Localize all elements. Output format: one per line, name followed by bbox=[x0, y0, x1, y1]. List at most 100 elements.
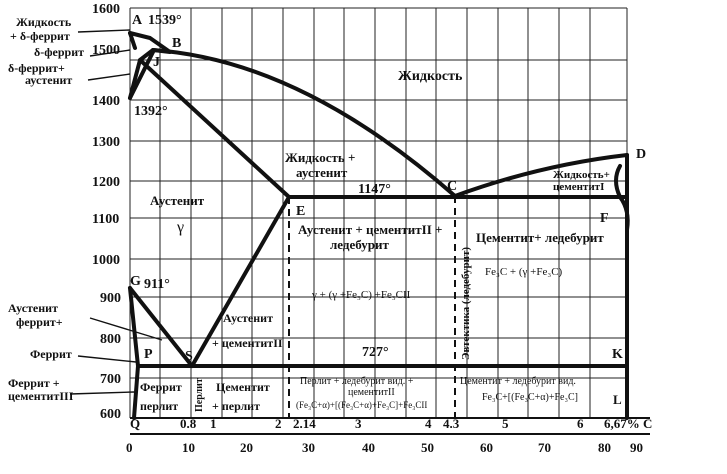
label-formula-hypoeutectic: γ + (γ +Fe₃C) +Fe₃CII bbox=[311, 289, 411, 301]
point-j: J bbox=[153, 55, 160, 70]
label-cementite-ledeburite-transformed: Цементит + ледебурит вид. bbox=[460, 376, 576, 387]
point-g: G bbox=[130, 274, 141, 289]
label-perlite: Перлит bbox=[194, 378, 205, 412]
point-b: B bbox=[172, 36, 181, 51]
label-perlite-ledeburite: цементитII bbox=[348, 387, 395, 398]
x-c-tick: 5 bbox=[502, 416, 509, 431]
label-liquid-cementite: Жидкость+ bbox=[553, 169, 610, 181]
label-liquid-cementite: цементитI bbox=[553, 181, 604, 193]
x-axis-c-labels: 0.8 1 2 2.14 3 4 4.3 5 6 6,67% C bbox=[180, 416, 652, 431]
label-ferrite-cementite: цементитIII bbox=[8, 389, 74, 403]
label-ferrite-perlite: перлит bbox=[140, 399, 178, 413]
x-c-tick: 2 bbox=[275, 416, 282, 431]
line-gp bbox=[128, 286, 140, 368]
label-liquid-delta: Жидкость bbox=[16, 15, 72, 29]
x-c-tick: 6,67% C bbox=[604, 416, 652, 431]
label-eutectic: Эвтектика (ледебурит) bbox=[460, 247, 472, 360]
temp-1539: 1539° bbox=[148, 13, 182, 28]
label-austenite-cementite-ledeburite: ледебурит bbox=[330, 237, 389, 252]
label-liquid-delta: + δ-феррит bbox=[10, 29, 70, 43]
y-tick: 900 bbox=[100, 291, 121, 306]
label-liquid-austenite: Жидкость + bbox=[285, 150, 355, 165]
point-k: K bbox=[612, 347, 623, 362]
x-c-tick: 1 bbox=[210, 416, 217, 431]
label-ferrite-cementite: Феррит + bbox=[8, 376, 60, 390]
y-tick: 700 bbox=[100, 372, 121, 387]
x-fe3c-tick: 30 bbox=[302, 440, 315, 455]
point-e: E bbox=[296, 204, 305, 219]
label-delta-austenite: аустенит bbox=[25, 73, 72, 87]
x-fe3c-tick: 70 bbox=[538, 440, 551, 455]
point-d: D bbox=[636, 147, 646, 162]
x-fe3c-tick: 50 bbox=[421, 440, 434, 455]
point-a: A bbox=[132, 13, 143, 28]
line-je-solidus bbox=[138, 58, 291, 199]
point-l: L bbox=[613, 392, 622, 407]
point-c: C bbox=[447, 179, 457, 194]
label-austenite-cementite2: Аустенит bbox=[223, 311, 273, 325]
temp-1392: 1392° bbox=[134, 104, 168, 119]
label-cementite-perlite: Цементит bbox=[216, 380, 270, 394]
label-delta-austenite: δ-феррит+ bbox=[8, 61, 65, 75]
label-perlite-ledeburite-formula: (Fe₃C+α)+[(Fe₃C+α)+Fe₃C]+Fe₃CII bbox=[296, 400, 427, 410]
x-c-tick: 2.14 bbox=[293, 416, 316, 431]
point-f: F bbox=[600, 211, 609, 226]
y-tick: 600 bbox=[100, 407, 121, 422]
label-liquid-austenite: аустенит bbox=[296, 165, 348, 180]
y-tick: 1000 bbox=[92, 253, 120, 268]
label-delta-ferrite: δ-феррит bbox=[34, 45, 84, 59]
phase-labels: Жидкость + δ-феррит δ-феррит δ-феррит+ а… bbox=[8, 15, 610, 413]
x-fe3c-tick: 40 bbox=[362, 440, 375, 455]
line-pq bbox=[132, 364, 140, 420]
line-nj bbox=[128, 50, 155, 100]
x-fe3c-tick: 10 bbox=[182, 440, 195, 455]
y-tick: 1400 bbox=[92, 94, 120, 109]
y-tick: 1200 bbox=[92, 175, 120, 190]
x-c-tick: 4.3 bbox=[443, 416, 460, 431]
x-c-tick: 4 bbox=[425, 416, 432, 431]
x-fe3c-tick: 20 bbox=[240, 440, 253, 455]
point-q: Q bbox=[130, 416, 140, 431]
label-perlite-ledeburite: Перлит + ледебурит вид. + bbox=[300, 376, 414, 387]
y-axis-labels: 1600 1500 1400 1300 1200 1100 1000 900 8… bbox=[92, 2, 121, 422]
line-cd-liquidus bbox=[453, 153, 629, 198]
line-ah bbox=[128, 31, 137, 50]
label-gamma: γ bbox=[176, 219, 184, 236]
point-labels: A B J G P S E C F D K Q L bbox=[130, 13, 646, 431]
y-tick: 1100 bbox=[92, 212, 119, 227]
x-c-tick: 6 bbox=[577, 416, 584, 431]
temperature-labels: 1539° 1392° 1147° 911° 727° bbox=[134, 13, 391, 360]
x-c-tick: 0.8 bbox=[180, 416, 197, 431]
x-fe3c-tick: 80 bbox=[598, 440, 611, 455]
y-tick: 800 bbox=[100, 332, 121, 347]
label-austenite: Аустенит bbox=[150, 193, 205, 208]
temp-911: 911° bbox=[144, 277, 170, 292]
point-p: P bbox=[144, 347, 153, 362]
x-fe3c-tick: 0 bbox=[126, 440, 133, 455]
line-es-acm bbox=[190, 195, 291, 368]
line-gs-thin bbox=[129, 287, 193, 367]
y-tick: 1600 bbox=[92, 2, 120, 17]
temp-727: 727° bbox=[362, 345, 389, 360]
label-austenite-cementite2: + цементитII bbox=[212, 336, 283, 350]
label-austenite-cementite-ledeburite: Аустенит + цементитII + bbox=[298, 222, 442, 237]
temp-1147: 1147° bbox=[358, 182, 391, 197]
label-austenite-ferrite: Аустенит bbox=[8, 301, 58, 315]
label-formula-hypereutectic: Fe₃C + (γ +Fe₃C) bbox=[485, 266, 563, 278]
line-f-detail bbox=[614, 164, 630, 232]
y-tick: 1300 bbox=[92, 135, 120, 150]
label-ferrite: Феррит bbox=[30, 347, 72, 361]
label-liquid: Жидкость bbox=[398, 69, 463, 84]
label-cementite-ledeburite-formula: Fe₃C+[(Fe₃C+α)+Fe₃C] bbox=[482, 392, 578, 403]
label-austenite-ferrite: феррит+ bbox=[16, 315, 63, 329]
label-cementite-ledeburite: Цементит+ ледебурит bbox=[476, 230, 604, 245]
x-axis-fe3c-labels: 0 10 20 30 40 50 60 70 80 90 bbox=[126, 440, 643, 455]
x-fe3c-tick: 90 bbox=[630, 440, 643, 455]
point-s: S bbox=[185, 349, 193, 364]
grid bbox=[129, 7, 628, 419]
label-pointers bbox=[69, 29, 163, 395]
label-cementite-perlite: + перлит bbox=[212, 399, 260, 413]
label-ferrite-perlite: Феррит bbox=[140, 380, 182, 394]
x-fe3c-tick: 60 bbox=[480, 440, 493, 455]
